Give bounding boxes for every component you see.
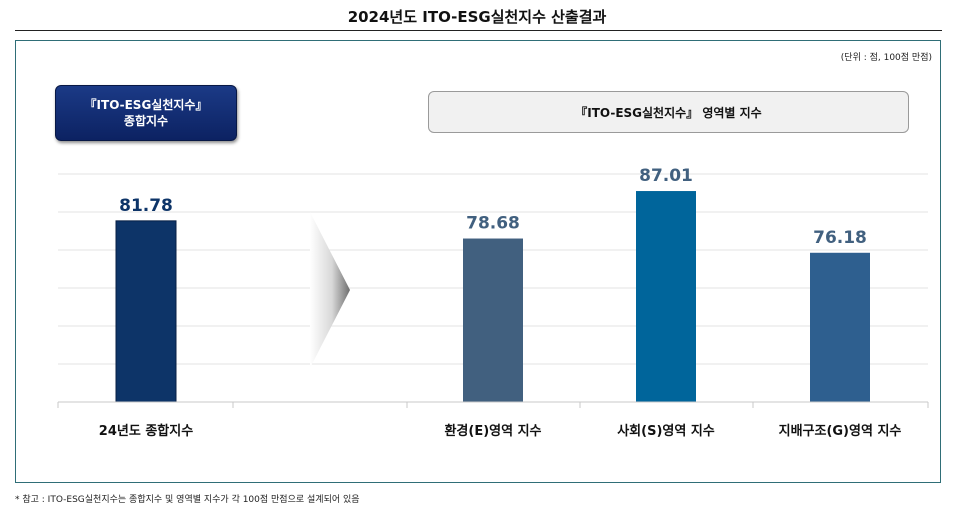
domain-index-badge: 『ITO-ESG실천지수』 영역별 지수 <box>428 91 909 133</box>
value-label: 81.78 <box>119 196 173 216</box>
bars <box>115 191 870 403</box>
value-label: 76.18 <box>813 228 867 248</box>
value-label: 87.01 <box>639 166 693 186</box>
unit-note: (단위 : 점, 100점 만점) <box>840 53 932 63</box>
total-index-badge-line2: 종합지수 <box>123 114 169 128</box>
value-labels: 81.78 78.68 87.01 76.18 <box>119 166 867 248</box>
chart-title: 2024년도 ITO-ESG실천지수 산출결과 <box>347 8 607 26</box>
gridlines <box>58 173 928 365</box>
total-index-badge: 『ITO-ESG실천지수』 종합지수 <box>55 85 237 141</box>
category-label: 환경(E)영역 지수 <box>444 423 541 439</box>
value-label: 78.68 <box>466 214 520 234</box>
bar <box>463 238 523 402</box>
bar <box>810 252 870 402</box>
category-label: 사회(S)영역 지수 <box>617 423 715 439</box>
x-axis <box>57 401 929 408</box>
arrow-icon <box>310 212 350 368</box>
category-labels: 24년도 종합지수 환경(E)영역 지수 사회(S)영역 지수 지배구조(G)영역 지… <box>99 423 902 439</box>
chart-frame <box>15 40 941 483</box>
title-divider <box>15 30 942 31</box>
footnote: * 참고 : ITO-ESG실천지수는 종합지수 및 영역별 지수가 각 100… <box>15 495 360 505</box>
category-label: 지배구조(G)영역 지수 <box>779 423 902 439</box>
bar <box>115 220 177 403</box>
total-index-badge-line1: 『ITO-ESG실천지수』 <box>84 98 208 112</box>
category-label: 24년도 종합지수 <box>99 423 193 439</box>
bar <box>636 191 696 402</box>
